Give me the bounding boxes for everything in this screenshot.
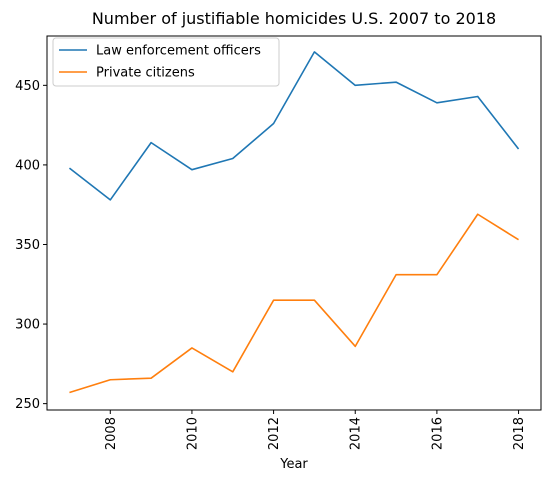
x-axis-label: Year <box>279 457 308 472</box>
series-line-private-citizens <box>69 213 519 394</box>
legend: Law enforcement officers Private citizens <box>52 37 280 87</box>
y-tick-label: 250 <box>15 397 40 412</box>
legend-label: Law enforcement officers <box>96 44 261 59</box>
chart-title: Number of justifiable homicides U.S. 200… <box>92 9 496 28</box>
y-tick-label: 400 <box>15 158 40 173</box>
plot-area: 250 300 350 400 450 2008 2010 2012 2014 2016 2018 <box>15 35 542 450</box>
legend-box <box>52 37 280 87</box>
y-tick-label: 450 <box>15 79 40 94</box>
x-tick-label: 2018 <box>512 417 527 450</box>
x-tick-label: 2016 <box>430 417 445 450</box>
x-tick-label: 2010 <box>185 417 200 450</box>
y-tick-label: 350 <box>15 238 40 253</box>
x-tick-label: 2008 <box>104 417 119 450</box>
x-tick-label: 2014 <box>349 417 364 450</box>
plot-frame <box>46 35 542 411</box>
x-tick-label: 2012 <box>267 417 282 450</box>
series-line-law-enforcement-officers <box>68 51 520 201</box>
y-tick-label: 300 <box>15 318 40 333</box>
legend-label: Private citizens <box>96 66 195 81</box>
